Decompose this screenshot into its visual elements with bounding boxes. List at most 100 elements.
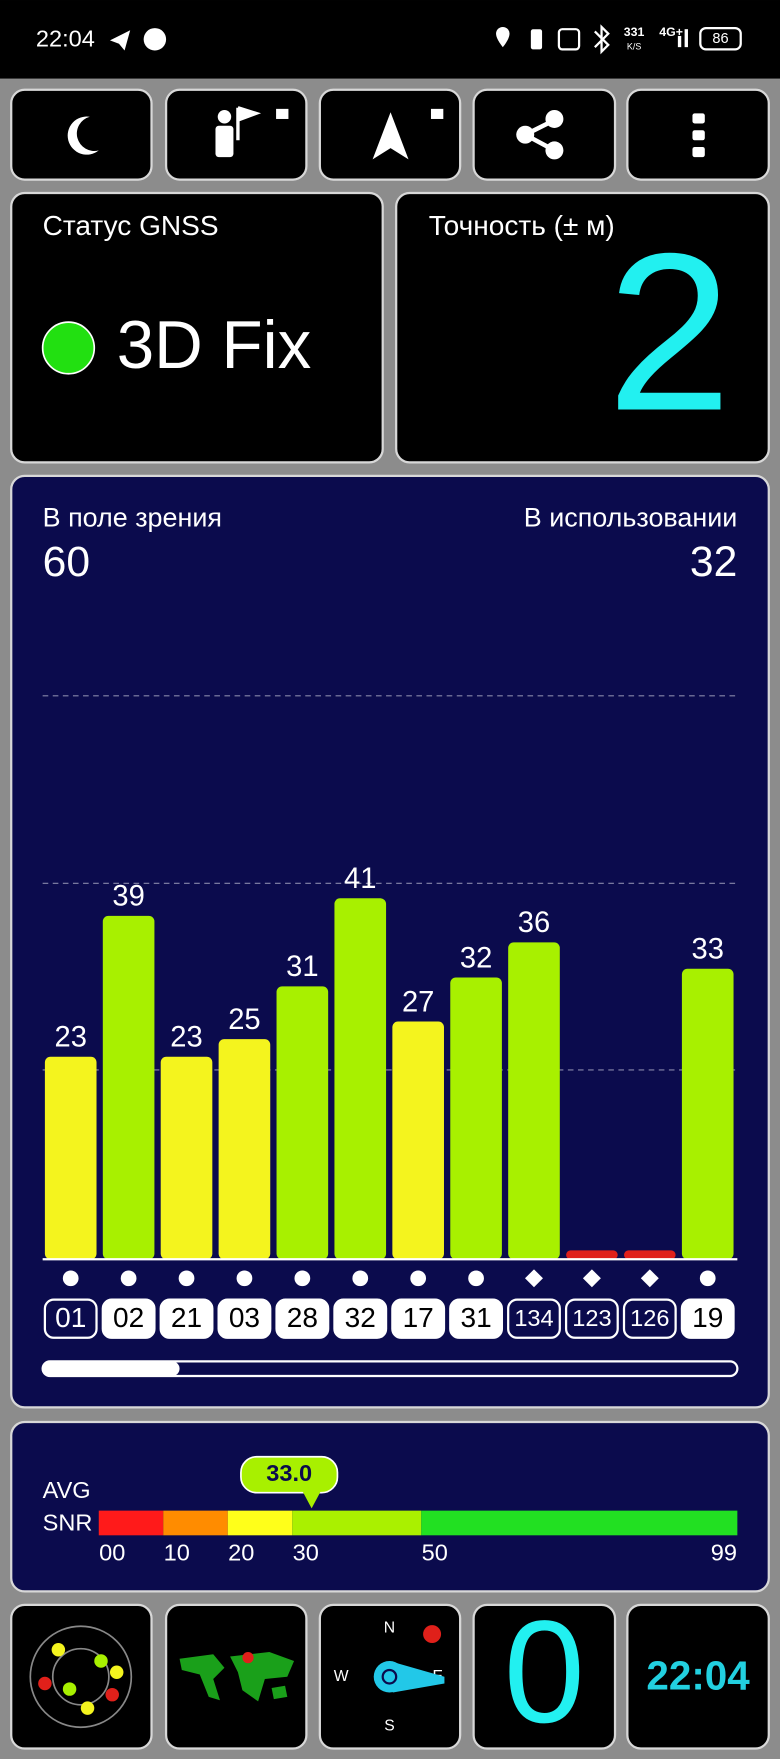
compass-n: N <box>384 1620 395 1637</box>
bar <box>508 942 560 1260</box>
bar <box>276 986 329 1260</box>
bluetooth-icon <box>594 24 610 55</box>
sat-marker <box>582 1269 601 1288</box>
sky-sat <box>62 1682 77 1696</box>
bar <box>624 1250 676 1260</box>
value-label: 39 <box>112 881 144 913</box>
location-icon <box>496 26 510 48</box>
button-bg[interactable] <box>10 88 153 181</box>
map-position <box>242 1652 254 1664</box>
scale-label: 30 <box>293 1540 319 1566</box>
sat-id: 32 <box>345 1302 376 1333</box>
sat-marker <box>178 1270 195 1287</box>
value-label: 31 <box>286 951 318 983</box>
sky-sat <box>80 1701 95 1715</box>
value-label: 32 <box>460 942 492 974</box>
menu-dot <box>692 113 705 124</box>
snr-scale: 00 10 20 30 50 99 33.0 <box>98 1455 738 1566</box>
sky-sat <box>105 1687 119 1702</box>
moon-icon <box>67 116 99 155</box>
lock-icon <box>276 108 289 119</box>
bar <box>102 915 155 1260</box>
share-icon <box>545 109 564 128</box>
in-view-label: В поле зрения <box>43 503 222 533</box>
sky-sat <box>94 1654 108 1668</box>
avg-bubble <box>240 1455 339 1494</box>
sat-id: 19 <box>692 1302 723 1333</box>
sat-marker <box>699 1270 716 1287</box>
sat-id-used <box>680 1298 735 1339</box>
value-label: 41 <box>344 863 376 895</box>
scale-segment <box>98 1510 164 1536</box>
gnss-status-label: Статус GNSS <box>43 210 219 241</box>
gnss-status-panel <box>10 191 384 464</box>
vibrate-icon <box>530 29 543 50</box>
bar <box>566 1250 618 1260</box>
signal-icon <box>684 29 688 48</box>
telegram-icon <box>109 30 131 51</box>
bar <box>160 1056 213 1260</box>
scale-segment <box>421 1510 738 1536</box>
sat-id: 01 <box>55 1302 86 1333</box>
share-button[interactable] <box>472 88 617 181</box>
sat-id-unused <box>622 1298 677 1339</box>
counter-value: 0 <box>504 1590 585 1753</box>
sky-sat <box>38 1676 52 1691</box>
net-speed-unit: K/S <box>627 42 641 52</box>
sat-marker <box>410 1270 427 1287</box>
value-label: 25 <box>228 1004 260 1036</box>
value-label: 33 <box>692 933 724 965</box>
clock-value: 22:04 <box>646 1653 750 1699</box>
counter-tile <box>472 1603 617 1750</box>
compass-center <box>381 1668 398 1685</box>
sat-id-used <box>159 1298 214 1339</box>
flag-icon <box>236 106 262 141</box>
scale-label: 10 <box>164 1540 190 1566</box>
sky-view-button[interactable] <box>10 1603 153 1750</box>
scrollbar-thumb[interactable] <box>42 1361 180 1376</box>
person-icon <box>217 109 232 124</box>
button-bg[interactable] <box>164 1603 308 1750</box>
sat-marker <box>62 1270 79 1287</box>
scale-label: 99 <box>711 1540 737 1566</box>
scale-label: 00 <box>99 1540 125 1566</box>
map-button[interactable] <box>164 1603 308 1750</box>
sat-id: 03 <box>229 1302 260 1333</box>
person-icon <box>215 125 234 158</box>
avg-label: AVG <box>43 1477 91 1503</box>
snr-label: SNR <box>43 1509 93 1535</box>
net-speed: 331 <box>624 25 645 39</box>
status-bar: 22:04 331 K/S 4G+ 86 <box>0 0 780 79</box>
arrow-icon <box>372 112 409 160</box>
sat-id-used <box>217 1298 272 1339</box>
accuracy-panel <box>395 191 770 464</box>
menu-button[interactable] <box>626 88 770 181</box>
toolbar <box>10 88 770 181</box>
network-type: 4G+ <box>659 25 683 39</box>
sky-ring <box>51 1647 110 1706</box>
bar <box>334 898 387 1260</box>
sat-id-used <box>101 1298 156 1339</box>
button-bg[interactable] <box>472 88 617 181</box>
skype-icon <box>143 28 167 51</box>
status-bar-bg <box>0 0 780 79</box>
share-icon <box>545 141 564 160</box>
navigation-button[interactable] <box>318 88 462 181</box>
bar <box>450 977 502 1260</box>
gnss-status-value: 3D Fix <box>117 308 312 383</box>
sat-id-used <box>449 1298 504 1339</box>
sky-sat <box>51 1643 66 1657</box>
bar <box>681 968 734 1260</box>
night-mode-button[interactable] <box>10 88 153 181</box>
poi-button[interactable] <box>164 88 308 181</box>
sat-id-unused <box>43 1298 98 1339</box>
clock-tile <box>626 1603 770 1750</box>
compass-button[interactable]: N W E S <box>318 1603 462 1750</box>
bar <box>392 1021 444 1260</box>
accuracy-label: Точность (± м) <box>429 210 615 241</box>
value-label: 27 <box>402 986 434 1018</box>
sat-marker <box>236 1270 253 1287</box>
sat-marker <box>294 1270 311 1287</box>
sat-marker <box>120 1270 137 1287</box>
